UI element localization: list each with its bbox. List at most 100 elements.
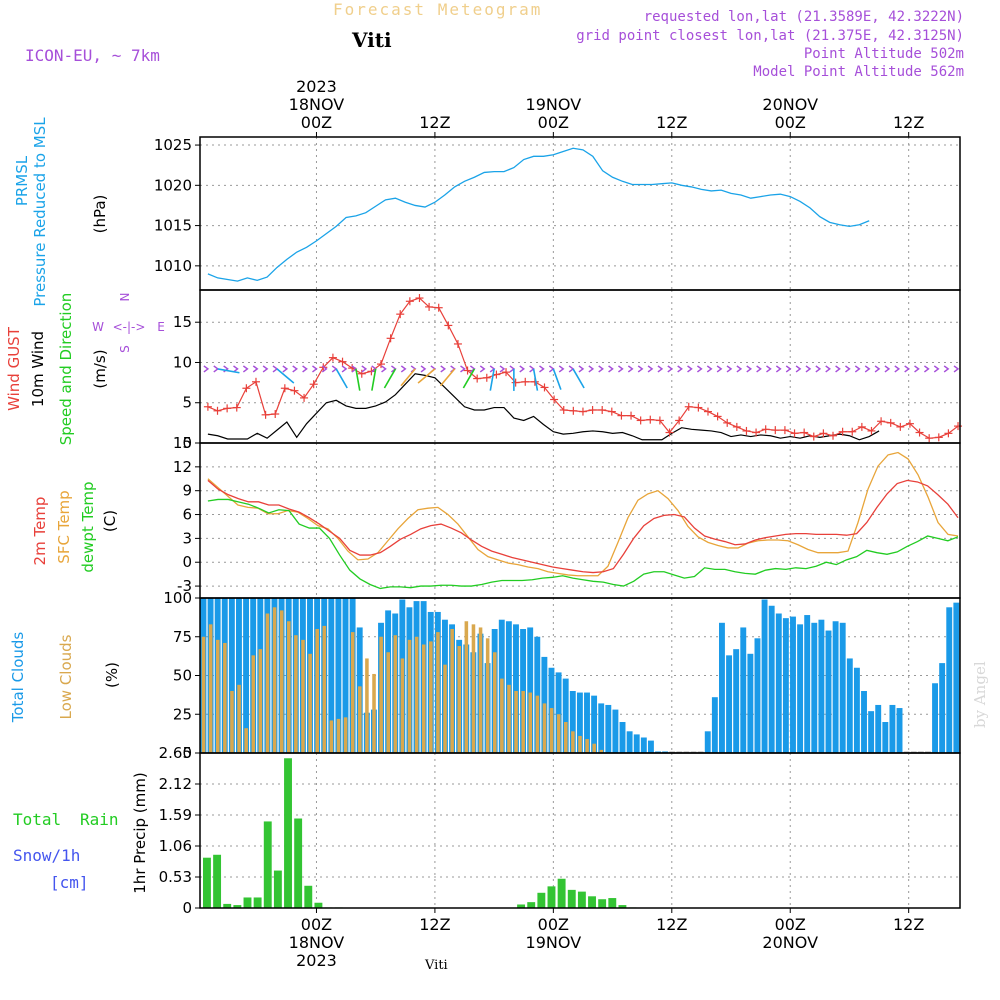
precip-bar	[841, 908, 850, 909]
cloud-total-bar	[463, 644, 470, 753]
cloud-low-bar	[414, 636, 419, 753]
cloud-low-bar	[571, 731, 575, 753]
chart-title: Forecast Meteogram	[333, 0, 543, 19]
cloud-low-bar	[379, 636, 383, 753]
bottom-time-label: 00Z	[301, 915, 332, 934]
wind-tick-label: 0	[182, 434, 192, 452]
cloud-low-bar	[429, 641, 433, 753]
cloud-total-bar	[342, 598, 349, 753]
credit-text: by Angel	[971, 661, 989, 728]
precip-bar	[557, 878, 566, 908]
wind-direction-arrow	[588, 365, 595, 373]
cloud-total-bar	[662, 751, 669, 753]
wind-tick-label: 10	[173, 353, 192, 371]
wind-direction-arrow	[696, 365, 703, 373]
cloud-total-bar	[441, 619, 448, 753]
cloud-low-bar	[578, 735, 582, 753]
cloud-total-bar	[733, 649, 740, 753]
cloud-total-bar	[314, 598, 321, 753]
temp-dewpt-line	[207, 498, 959, 590]
cloud-total-bar	[633, 734, 640, 753]
precip-bar	[395, 908, 404, 909]
cloud-low-bar	[556, 714, 561, 753]
wind-direction-arrow	[914, 365, 920, 373]
cloud-low-bar	[230, 691, 234, 753]
precip-bar	[344, 908, 353, 909]
wind-direction-arrow	[252, 365, 259, 373]
wind-direction-arrow	[726, 365, 733, 373]
cloud-total-bar	[917, 751, 924, 753]
wind-direction-arrow	[400, 368, 416, 387]
cloud-tick-label: 0	[182, 744, 192, 762]
cloud-low-bar	[542, 703, 547, 753]
wind-direction-arrow	[552, 368, 562, 390]
cloud-total-bar	[321, 598, 328, 753]
wind-direction-arrow	[312, 365, 318, 373]
cloud-low-bar	[492, 652, 497, 753]
cloud-low-bar	[421, 644, 426, 753]
wind-direction-arrow	[578, 365, 585, 373]
cloud-low-bar	[244, 728, 248, 753]
cloud-low-bar	[471, 624, 476, 753]
wind-direction-arrow	[217, 368, 240, 374]
top-time-label: 2023	[296, 77, 337, 96]
wind-direction-arrow	[795, 365, 802, 373]
precip-bar	[709, 908, 718, 909]
cloud-low-bar	[343, 717, 348, 753]
precip-bar	[648, 908, 657, 909]
cloud-total-bar	[434, 611, 441, 753]
wind-direction-arrow	[203, 365, 210, 373]
cloud-low-bar	[564, 722, 568, 753]
precip-bar	[517, 904, 526, 908]
precip-bar	[689, 908, 698, 909]
wind-direction-arrow	[469, 365, 476, 373]
cloud-total-bar	[335, 598, 342, 753]
wind-direction-arrow	[439, 368, 456, 387]
wind-direction-arrow	[381, 365, 387, 373]
wind-direction-arrow	[598, 365, 604, 373]
cloud-total-bar	[399, 599, 406, 753]
cloud-low-bar	[450, 629, 454, 753]
precip-bar	[952, 908, 961, 909]
cloud-low-bar	[386, 652, 390, 753]
top-time-label: 19NOV	[526, 95, 582, 114]
cloud-total-bar	[413, 601, 420, 753]
cloud-low-bar	[436, 632, 440, 753]
wind-direction-arrow	[845, 365, 851, 373]
wind-direction-arrow	[233, 365, 239, 373]
wind-direction-arrow	[529, 365, 535, 373]
wind-direction-arrow	[355, 368, 361, 391]
cloud-low-bar	[549, 708, 554, 753]
precip-bar	[902, 908, 911, 909]
wind-direction-arrow	[460, 365, 466, 373]
precip-bar	[436, 908, 444, 909]
pressure-tick-label: 1020	[154, 176, 192, 194]
wind-direction-arrow	[213, 365, 220, 373]
cloud-low-bar	[322, 625, 327, 753]
bottom-time-label: 00Z	[538, 915, 569, 934]
cloud-total-bar	[271, 598, 278, 753]
precip-bar	[547, 886, 556, 908]
precip-bar	[476, 908, 485, 909]
wind-gust-line	[207, 297, 959, 439]
temp-sfc-line	[207, 451, 959, 577]
cloud-total-bar	[243, 598, 250, 753]
precip-bar	[760, 908, 769, 909]
precip-bar	[750, 908, 759, 909]
cloud-total-bar	[228, 598, 235, 753]
precip-bar	[881, 908, 890, 909]
wind-direction-arrow	[884, 365, 891, 373]
cloud-low-bar	[464, 621, 469, 753]
cloud-total-bar	[236, 598, 242, 753]
precip-bar	[415, 908, 424, 909]
wind-direction-arrow	[532, 368, 539, 391]
cloud-total-bar	[711, 697, 718, 753]
cloud-total-bar	[200, 598, 207, 753]
cloud-total-bar	[704, 731, 711, 753]
cloud-total-bar	[591, 695, 598, 753]
cloud-total-bar	[427, 611, 434, 753]
precip-bar	[355, 908, 363, 909]
precip-bar	[273, 870, 282, 908]
wind-direction-arrow	[390, 365, 397, 373]
cloud-total-bar	[221, 598, 228, 753]
